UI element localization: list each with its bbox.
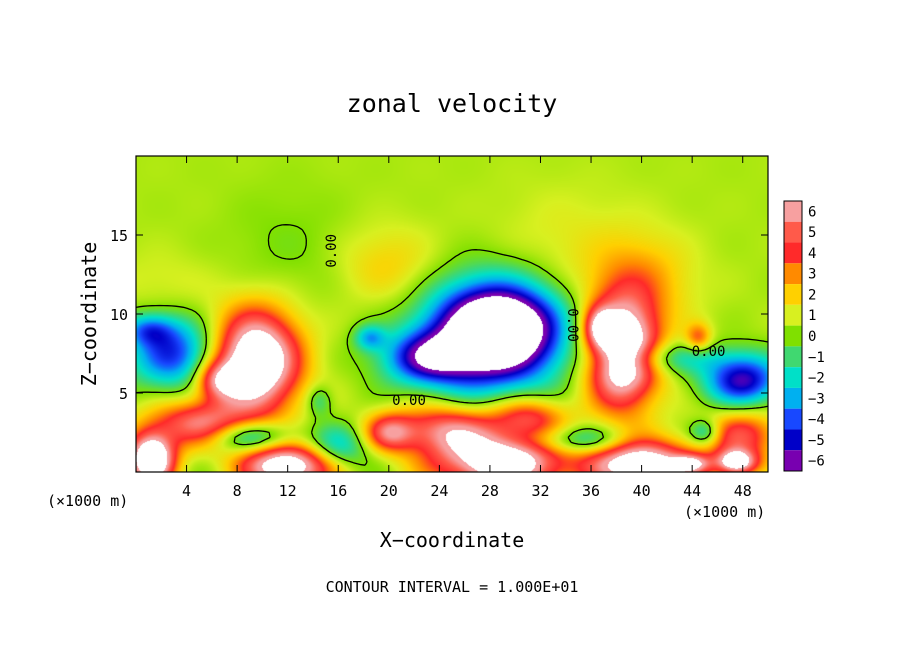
- x-axis-label: X−coordinate: [380, 528, 525, 552]
- y-tick-label: 10: [110, 306, 128, 324]
- colorbar-cell: [784, 346, 802, 368]
- x-unit-left: (×1000 m): [47, 492, 128, 510]
- colorbar-label: 1: [808, 308, 816, 324]
- colorbar: 6 5 4 3 2 1 0 −1 −2 −3 −4 −5 −6: [783, 200, 825, 472]
- y-tick-label: 15: [110, 227, 128, 245]
- colorbar-label: 2: [808, 287, 816, 303]
- colorbar-label: 4: [808, 246, 816, 262]
- x-tick-label: 44: [683, 482, 701, 500]
- colorbar-label: 3: [808, 267, 816, 283]
- colorbar-label: −4: [808, 412, 825, 428]
- contour-label-4: 0.00: [392, 393, 426, 409]
- colorbar-label: 5: [808, 225, 816, 241]
- colorbar-label: −6: [808, 454, 825, 470]
- x-tick-label: 28: [481, 482, 499, 500]
- x-tick-label: 12: [279, 482, 297, 500]
- contour-interval-footer: CONTOUR INTERVAL = 1.000E+01: [326, 578, 579, 596]
- colorbar-cell: [784, 367, 802, 388]
- colorbar-cell: [784, 325, 802, 347]
- colorbar-cell: [784, 429, 802, 451]
- colorbar-cell: [784, 450, 802, 471]
- colorbar-label: −1: [808, 350, 825, 366]
- zero-contour-line: [135, 224, 769, 466]
- x-tick-label: 40: [633, 482, 651, 500]
- contour-label-1: 0.00: [324, 234, 340, 268]
- y-axis-label: Z−coordinate: [77, 242, 101, 387]
- x-tick-label: 36: [582, 482, 600, 500]
- colorbar-cell: [784, 284, 802, 305]
- x-tick-label: 4: [182, 482, 191, 500]
- colorbar-label: −3: [808, 391, 825, 407]
- x-tick-label: 16: [329, 482, 347, 500]
- x-unit-right: (×1000 m): [684, 503, 765, 521]
- contour-label-3: 0.00: [692, 344, 726, 360]
- colorbar-cell: [784, 221, 802, 243]
- velocity-field-image: [136, 156, 768, 472]
- zero-contours: [135, 224, 769, 466]
- contour-label-2: 0.00: [564, 308, 580, 342]
- y-tick-label: 5: [119, 385, 128, 403]
- colorbar-label: −2: [808, 371, 825, 387]
- colorbar-cell: [784, 408, 802, 430]
- x-tick-label: 8: [233, 482, 242, 500]
- colorbar-cell: [784, 201, 802, 222]
- plot-area: 0.000.000.000.00 4 8 12 16 20 24 28 32 36 40 44 48 …: [110, 155, 769, 500]
- colorbar-frame: [783, 200, 803, 472]
- colorbar-label: 6: [808, 204, 816, 220]
- colorbar-cell: [784, 263, 802, 285]
- colorbar-cell: [784, 242, 802, 264]
- colorbar-label: −5: [808, 433, 825, 449]
- x-tick-label: 32: [531, 482, 549, 500]
- x-tick-label: 24: [430, 482, 448, 500]
- colorbar-cell: [784, 304, 802, 326]
- colorbar-cell: [784, 387, 802, 409]
- x-tick-label: 48: [734, 482, 752, 500]
- chart-title: zonal velocity: [347, 89, 558, 118]
- colorbar-label: 0: [808, 329, 816, 345]
- x-tick-label: 20: [380, 482, 398, 500]
